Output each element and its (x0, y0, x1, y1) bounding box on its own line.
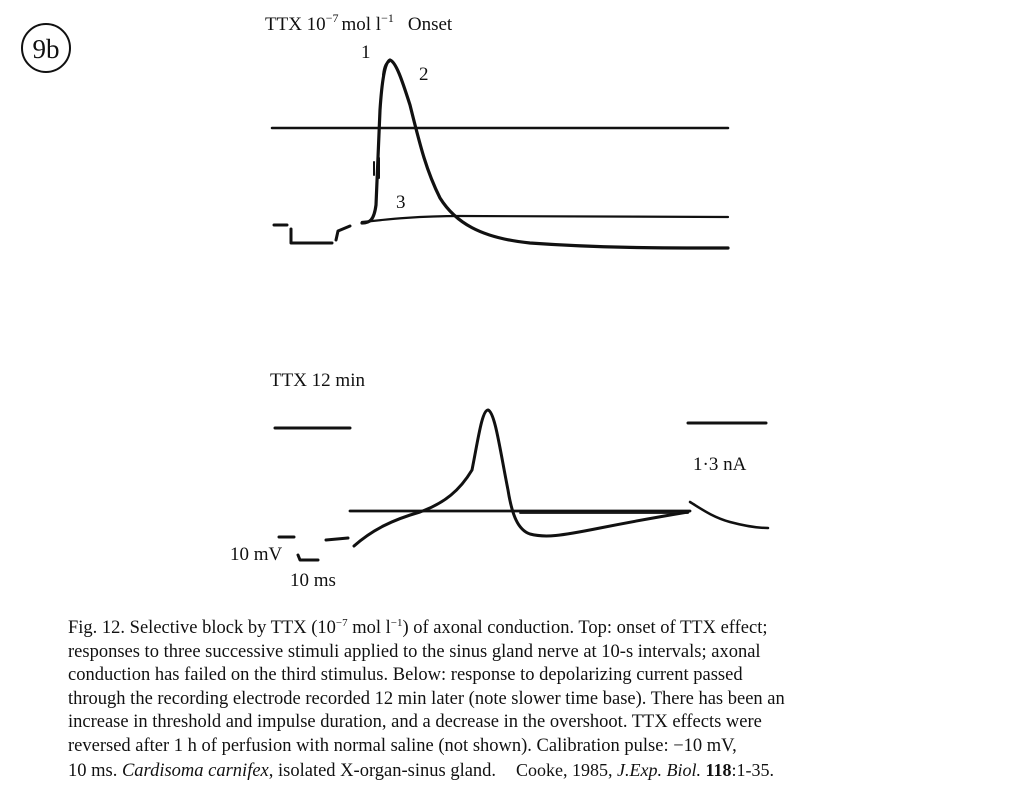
badge-circle (21, 23, 71, 73)
trace-label-2: 2 (419, 64, 429, 85)
cal-time-label: 10 ms (290, 570, 336, 591)
citation-journal: J.Exp. Biol. (617, 759, 702, 780)
cal-voltage-label: 10 mV (230, 544, 283, 565)
caption-line-1: Fig. 12. Selective block by TTX (10−7 mo… (68, 616, 768, 638)
trace-label-1: 1 (361, 42, 371, 63)
top-stimulus-artifact (373, 157, 380, 179)
caption-line-2: responses to three successive stimuli ap… (68, 641, 761, 662)
bottom-action-potential (352, 408, 690, 548)
bottom-panel: TTX 12 min 1·3 nA 10 mV 10 ms (230, 370, 770, 591)
figure-caption: Fig. 12. Selective block by TTX (10−7 mo… (68, 617, 948, 783)
top-panel: TTX 10−7 mol l−1 Onset 1 2 3 (265, 11, 730, 250)
current-monitor-trace (273, 421, 768, 430)
top-trace-1-overshoot (382, 61, 390, 76)
caption-line-3: conduction has failed on the third stimu… (68, 665, 743, 686)
bottom-decay-trace (688, 500, 770, 530)
caption-line-7: 10 ms. Cardisoma carnifex, isolated X-or… (68, 759, 775, 781)
caption-line-4: through the recording electrode recorded… (68, 688, 785, 709)
badge-label: 9b (33, 34, 60, 64)
trace-label-3: 3 (396, 192, 406, 213)
bottom-panel-title: TTX 12 min (270, 370, 365, 391)
citation-volume: 118 (705, 759, 732, 780)
species-name: Cardisoma carnifex (121, 760, 269, 781)
top-panel-title: TTX 10−7 mol l−1 Onset (265, 11, 453, 35)
figure-badge: 9b (21, 23, 71, 73)
top-calibration-pulse (272, 223, 352, 245)
caption-line-5: increase in threshold and impulse durati… (68, 712, 762, 733)
top-trace-1-2 (360, 58, 730, 250)
current-label: 1·3 nA (693, 454, 747, 475)
citation: Cooke, 1985, J.Exp. Biol. 118:1-35. (516, 759, 775, 780)
bottom-calibration-pulse (277, 535, 350, 562)
caption-line-6: reversed after 1 h of perfusion with nor… (68, 735, 737, 756)
top-trace-3 (360, 214, 730, 224)
